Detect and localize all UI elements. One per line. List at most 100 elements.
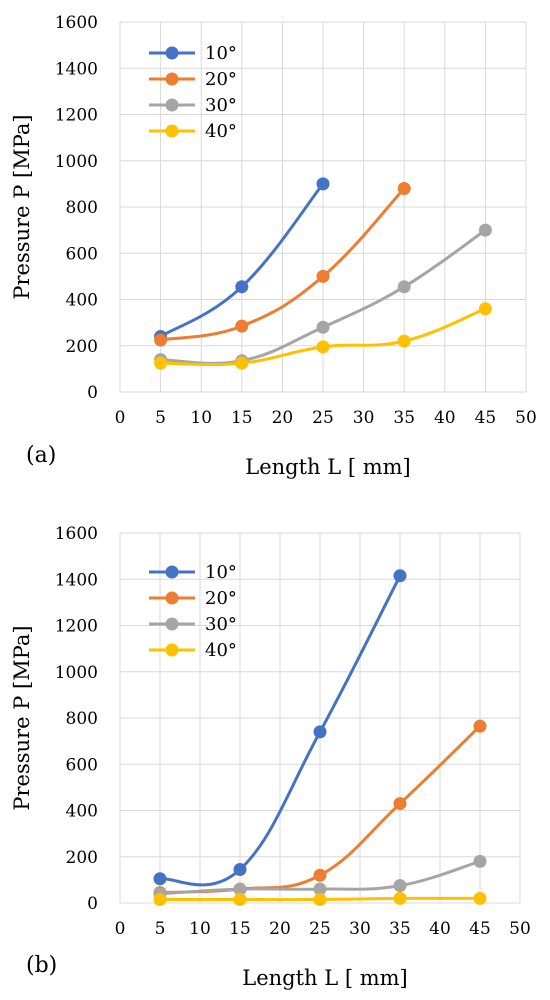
x-tick-label: 0 [115,408,126,428]
data-point [316,177,330,191]
series-1 [154,182,411,347]
y-tick-label: 600 [66,755,98,775]
y-tick-label: 0 [87,894,98,914]
x-tick-label: 45 [469,919,491,939]
legend-label: 10° [205,562,237,583]
data-point [313,725,327,739]
data-point [153,872,167,886]
series-3 [153,891,487,907]
y-axis-title: Pressure P [MPa] [10,114,34,299]
y-tick-label: 600 [66,244,98,264]
chart-a-svg: 0 200 400 600 800 1000 1200 1400 1600 0 5 10 15 20 25 3… [10,13,537,479]
legend-swatch-marker [165,617,179,631]
panel-label: (a) [26,443,56,468]
legend-label: 40° [205,640,237,661]
legend-label: 30° [205,95,237,116]
data-point [316,269,330,283]
legend-label: 20° [205,588,237,609]
chart-panel-a: 0 200 400 600 800 1000 1200 1400 1600 0 5 10 15 20 25 3… [10,13,537,479]
y-axis-title: Pressure P [MPa] [10,625,34,810]
data-point [233,893,247,907]
x-axis-title: Length L [ mm] [242,966,408,990]
x-tick-label: 25 [309,919,331,939]
x-tick-label: 20 [269,919,291,939]
gridlines [119,532,521,904]
x-tick-label: 35 [393,408,415,428]
x-tick-label: 30 [349,919,371,939]
data-point [316,340,330,354]
series-0 [154,177,330,343]
data-point [313,868,327,882]
legend-swatch-marker [165,565,179,579]
data-point [393,879,407,893]
x-axis-title: Length L [ mm] [245,455,411,479]
legend-swatch-marker [165,98,179,112]
data-point [478,302,492,316]
y-tick-label: 1200 [55,617,98,637]
y-tick-label: 400 [66,291,98,311]
data-point [235,319,249,333]
x-tick-label: 40 [429,919,451,939]
data-point [154,356,168,370]
data-point [233,862,247,876]
data-point [397,334,411,348]
data-point [473,891,487,905]
y-tick-label: 1000 [55,152,98,172]
x-tick-label: 20 [272,408,294,428]
x-tick-label: 50 [515,408,537,428]
x-tick-label: 10 [189,919,211,939]
y-tick-label: 1400 [55,570,98,590]
data-point [393,797,407,811]
series-3 [154,302,492,370]
y-tick-label: 1200 [55,106,98,126]
legend-label: 40° [205,121,237,142]
x-tick-label: 50 [509,919,531,939]
x-tick-label: 30 [353,408,375,428]
y-tick-label: 1000 [55,663,98,683]
chart-b-svg: 0 200 400 600 800 1000 1200 1400 1600 0 5 10 15 20 25 3… [10,524,531,990]
data-point [473,719,487,733]
y-tick-label: 0 [87,383,98,403]
data-point [478,223,492,237]
data-point [313,882,327,896]
data-point [393,891,407,905]
data-point [235,280,249,294]
legend-swatch-marker [165,72,179,86]
x-tick-label: 25 [312,408,334,428]
legend-label: 30° [205,614,237,635]
data-point [235,356,249,370]
x-tick-label: 45 [475,408,497,428]
data-point [153,893,167,907]
x-tick-label: 15 [231,408,253,428]
y-tick-label: 800 [66,198,98,218]
x-tick-label: 5 [155,919,166,939]
data-point [397,280,411,294]
data-point [233,882,247,896]
y-tick-label: 1600 [55,524,98,544]
legend-label: 20° [205,69,237,90]
y-tick-label: 800 [66,709,98,729]
x-tick-label: 10 [190,408,212,428]
x-tick-label: 0 [115,919,126,939]
legend: 10° 20° 30° 40° [149,43,237,142]
chart-panel-b: 0 200 400 600 800 1000 1200 1400 1600 0 5 10 15 20 25 3… [0,500,550,1000]
data-point [316,320,330,334]
data-point [393,569,407,583]
data-point [313,893,327,907]
series-0 [153,569,407,887]
y-tick-label: 1600 [55,13,98,33]
y-tick-label: 1400 [55,59,98,79]
legend-swatch-marker [165,591,179,605]
x-tick-label: 35 [389,919,411,939]
series-line [159,575,402,887]
series-line [160,187,406,342]
y-tick-label: 200 [66,848,98,868]
legend-label: 10° [205,43,237,64]
legend-swatch-marker [165,124,179,138]
data-point [397,182,411,195]
x-tick-label: 40 [434,408,456,428]
y-tick-label: 200 [66,337,98,357]
x-tick-label: 5 [155,408,166,428]
data-point [473,854,487,868]
legend-swatch-marker [165,46,179,60]
